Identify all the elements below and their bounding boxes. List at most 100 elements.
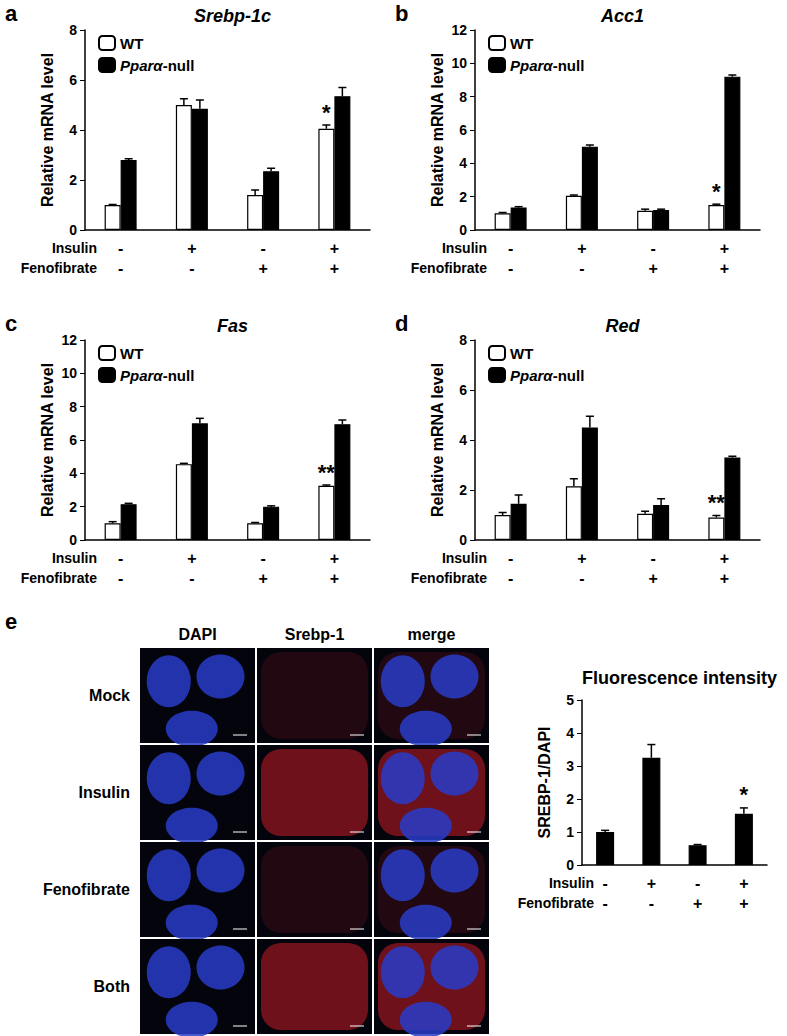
svg-text:*: * [322, 100, 331, 125]
svg-text:WT: WT [120, 35, 143, 52]
svg-text:Relative mRNA level: Relative mRNA level [39, 363, 56, 517]
svg-text:WT: WT [510, 345, 533, 362]
svg-text:+: + [720, 240, 729, 257]
svg-text:Pparα: Pparα [120, 57, 163, 74]
svg-text:2: 2 [69, 172, 77, 188]
svg-text:a: a [5, 1, 18, 26]
svg-text:Pparα: Pparα [510, 57, 553, 74]
svg-text:+: + [739, 875, 748, 892]
svg-text:**: ** [318, 460, 336, 485]
svg-text:+: + [648, 570, 657, 587]
svg-text:Fenofibrate: Fenofibrate [21, 260, 97, 276]
svg-text:e: e [5, 609, 17, 634]
svg-text:+: + [647, 875, 656, 892]
svg-text:Relative mRNA level: Relative mRNA level [39, 53, 56, 207]
svg-text:-null: -null [163, 57, 195, 74]
svg-text:d: d [395, 311, 408, 336]
svg-text:merge: merge [407, 626, 455, 643]
svg-text:+: + [577, 550, 586, 567]
svg-text:4: 4 [459, 432, 467, 448]
svg-text:+: + [648, 260, 657, 277]
svg-text:10: 10 [451, 55, 467, 71]
svg-text:Fenofibrate: Fenofibrate [411, 570, 487, 586]
svg-text:WT: WT [510, 35, 533, 52]
svg-text:8: 8 [459, 332, 467, 348]
svg-text:Fas: Fas [217, 316, 248, 336]
svg-text:4: 4 [69, 122, 77, 138]
svg-text:-: - [189, 260, 194, 277]
svg-text:Red: Red [605, 316, 640, 336]
svg-text:+: + [187, 240, 196, 257]
svg-text:-: - [650, 240, 655, 257]
svg-text:12: 12 [451, 22, 467, 38]
svg-text:-: - [650, 550, 655, 567]
svg-text:Insulin: Insulin [442, 240, 487, 256]
svg-text:*: * [740, 782, 749, 807]
svg-text:Fenofibrate: Fenofibrate [518, 895, 594, 911]
svg-text:8: 8 [69, 399, 77, 415]
svg-text:Insulin: Insulin [549, 875, 594, 891]
svg-text:Pparα: Pparα [120, 367, 163, 384]
svg-text:-: - [118, 260, 123, 277]
svg-text:6: 6 [69, 72, 77, 88]
svg-text:+: + [330, 260, 339, 277]
svg-text:2: 2 [566, 791, 574, 807]
svg-text:+: + [330, 570, 339, 587]
svg-text:Srebp-1c: Srebp-1c [194, 6, 271, 26]
svg-text:8: 8 [69, 22, 77, 38]
svg-text:Relative mRNA level: Relative mRNA level [429, 363, 446, 517]
svg-text:c: c [5, 311, 17, 336]
svg-text:**: ** [708, 490, 726, 515]
svg-text:6: 6 [459, 382, 467, 398]
svg-text:2: 2 [69, 499, 77, 515]
svg-text:Relative mRNA level: Relative mRNA level [429, 53, 446, 207]
svg-text:DAPI: DAPI [178, 626, 216, 643]
svg-text:Fluorescence intensity: Fluorescence intensity [582, 668, 777, 688]
svg-text:0: 0 [459, 222, 467, 238]
svg-text:-: - [508, 570, 513, 587]
svg-text:4: 4 [459, 155, 467, 171]
svg-text:0: 0 [69, 532, 77, 548]
svg-text:0: 0 [69, 222, 77, 238]
svg-text:10: 10 [61, 365, 77, 381]
svg-text:6: 6 [69, 432, 77, 448]
svg-text:-null: -null [553, 367, 585, 384]
svg-text:6: 6 [459, 122, 467, 138]
svg-text:Insulin: Insulin [52, 550, 97, 566]
svg-text:-: - [508, 260, 513, 277]
svg-text:-: - [260, 240, 265, 257]
svg-text:-: - [118, 240, 123, 257]
svg-text:Fenofibrate: Fenofibrate [43, 881, 130, 898]
svg-text:-: - [118, 570, 123, 587]
svg-text:+: + [720, 570, 729, 587]
svg-text:2: 2 [459, 482, 467, 498]
svg-text:+: + [693, 895, 702, 912]
svg-text:Fenofibrate: Fenofibrate [21, 570, 97, 586]
svg-text:Insulin: Insulin [78, 784, 130, 801]
svg-text:2: 2 [459, 189, 467, 205]
svg-text:Acc1: Acc1 [600, 6, 644, 26]
svg-text:-: - [579, 570, 584, 587]
svg-text:-: - [649, 895, 654, 912]
svg-text:4: 4 [566, 725, 574, 741]
svg-text:-: - [508, 550, 513, 567]
svg-text:b: b [395, 1, 408, 26]
svg-text:4: 4 [69, 465, 77, 481]
svg-text:*: * [712, 179, 721, 204]
svg-text:-: - [508, 240, 513, 257]
svg-text:Mock: Mock [89, 687, 130, 704]
svg-text:Insulin: Insulin [52, 240, 97, 256]
svg-text:+: + [330, 240, 339, 257]
svg-text:0: 0 [566, 857, 574, 873]
svg-text:Both: Both [94, 978, 130, 995]
svg-text:8: 8 [459, 89, 467, 105]
svg-text:-null: -null [163, 367, 195, 384]
svg-text:-: - [118, 550, 123, 567]
svg-text:12: 12 [61, 332, 77, 348]
svg-text:-: - [695, 875, 700, 892]
svg-text:-null: -null [553, 57, 585, 74]
svg-text:WT: WT [120, 345, 143, 362]
svg-text:+: + [187, 550, 196, 567]
svg-text:SREBP-1/DAPI: SREBP-1/DAPI [536, 726, 553, 838]
svg-text:Pparα: Pparα [510, 367, 553, 384]
